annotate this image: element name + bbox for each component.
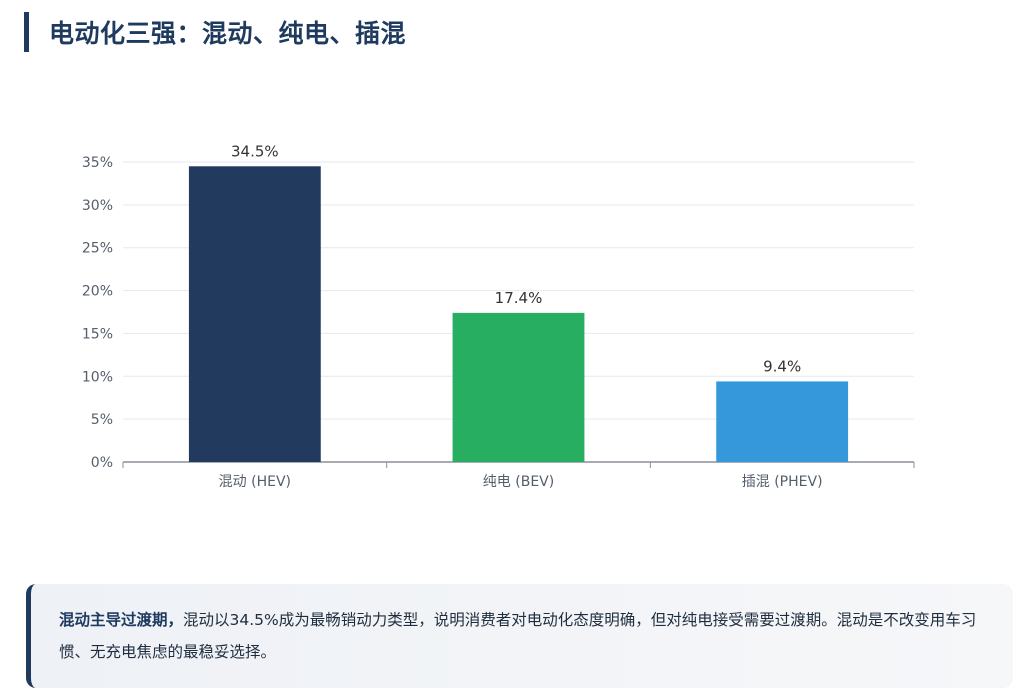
- bar: [452, 312, 585, 462]
- data-label: 34.5%: [231, 142, 279, 160]
- y-tick-label: 0%: [91, 455, 113, 471]
- insight-callout: 混动主导过渡期，混动以34.5%成为最畅销动力类型，说明消费者对电动化态度明确，…: [26, 584, 1013, 688]
- x-category-label: 插混 (PHEV): [742, 474, 823, 490]
- page-header: 电动化三强：混动、纯电、插混: [24, 12, 406, 52]
- data-label: 17.4%: [495, 289, 543, 307]
- y-tick-label: 5%: [91, 412, 113, 428]
- insight-text: 混动以34.5%成为最畅销动力类型，说明消费者对电动化态度明确，但对纯电接受需要…: [59, 611, 977, 661]
- y-tick-label: 20%: [82, 284, 113, 300]
- bar: [716, 381, 849, 462]
- y-tick-label: 35%: [82, 155, 113, 171]
- page-title: 电动化三强：混动、纯电、插混: [49, 19, 407, 48]
- y-tick-label: 10%: [82, 369, 113, 385]
- bar-chart: 0% 5% 10% 15% 20% 25% 30% 35% 34.5% 混动 (HEV) 17.4%…: [82, 142, 915, 490]
- x-category-label: 纯电 (BEV): [483, 474, 554, 490]
- y-tick-label: 15%: [82, 326, 113, 342]
- y-tick-label: 30%: [82, 198, 113, 214]
- title-accent-bar: [24, 12, 29, 52]
- x-category-label: 混动 (HEV): [219, 474, 291, 490]
- insight-heading: 混动主导过渡期，: [59, 611, 184, 629]
- data-label: 9.4%: [763, 357, 801, 375]
- bar: [188, 166, 321, 463]
- y-tick-label: 25%: [82, 241, 113, 257]
